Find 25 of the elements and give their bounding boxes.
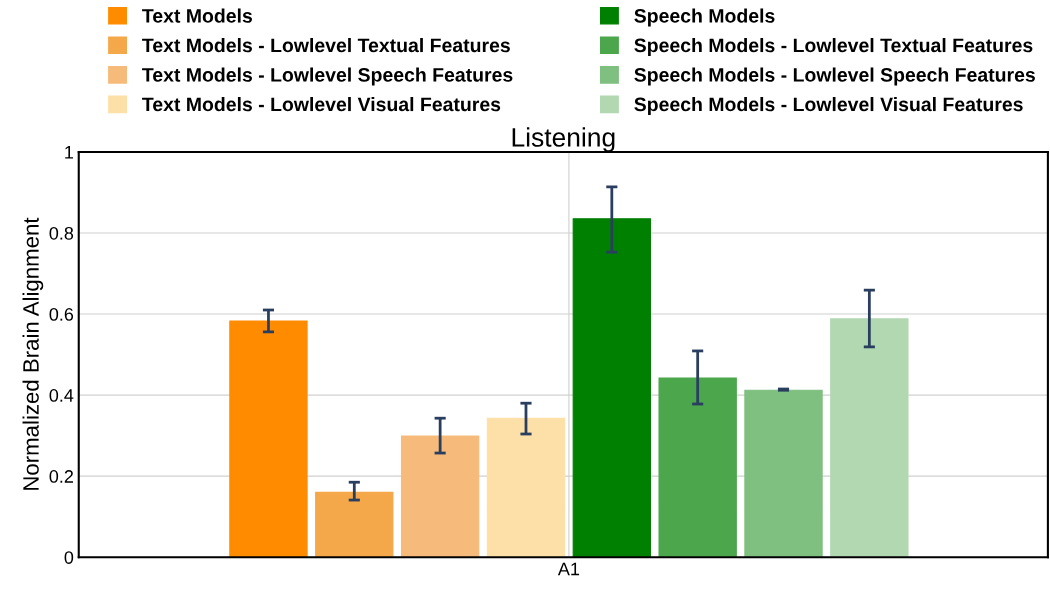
- y-tick-label: 1: [65, 146, 74, 159]
- bar: [400, 435, 480, 558]
- bar: [744, 389, 823, 558]
- y-tick-label: 0.8: [49, 226, 74, 240]
- legend-label: Speech Models: [634, 8, 775, 27]
- bar: [658, 377, 737, 558]
- x-tick-label: A1: [557, 562, 580, 576]
- y-tick-label: 0.6: [49, 307, 74, 321]
- bar: [229, 320, 308, 558]
- legend-label: Speech Models - Lowlevel Textual Features: [634, 37, 1033, 57]
- bar: [830, 318, 909, 558]
- legend-label: Text Models - Lowlevel Speech Features: [142, 67, 513, 86]
- bar: [315, 491, 394, 558]
- y-tick-label: 0.4: [49, 389, 74, 402]
- legend-label: Speech Models - Lowlevel Speech Features: [634, 67, 1035, 86]
- bar: [486, 417, 566, 558]
- y-tick-label: 0: [64, 551, 74, 564]
- bar: [572, 218, 652, 558]
- chart-title: Listening: [512, 127, 615, 152]
- legend-label: Text Models: [142, 8, 252, 23]
- legend-label: Text Models - Lowlevel Visual Features: [142, 96, 501, 112]
- legend-label: Text Models - Lowlevel Textual Features: [142, 37, 510, 53]
- legend-label: Speech Models - Lowlevel Visual Features: [634, 96, 1023, 116]
- y-tick-label: 0.2: [49, 470, 73, 483]
- y-axis-title: Normalized Brain Alignment: [22, 217, 44, 490]
